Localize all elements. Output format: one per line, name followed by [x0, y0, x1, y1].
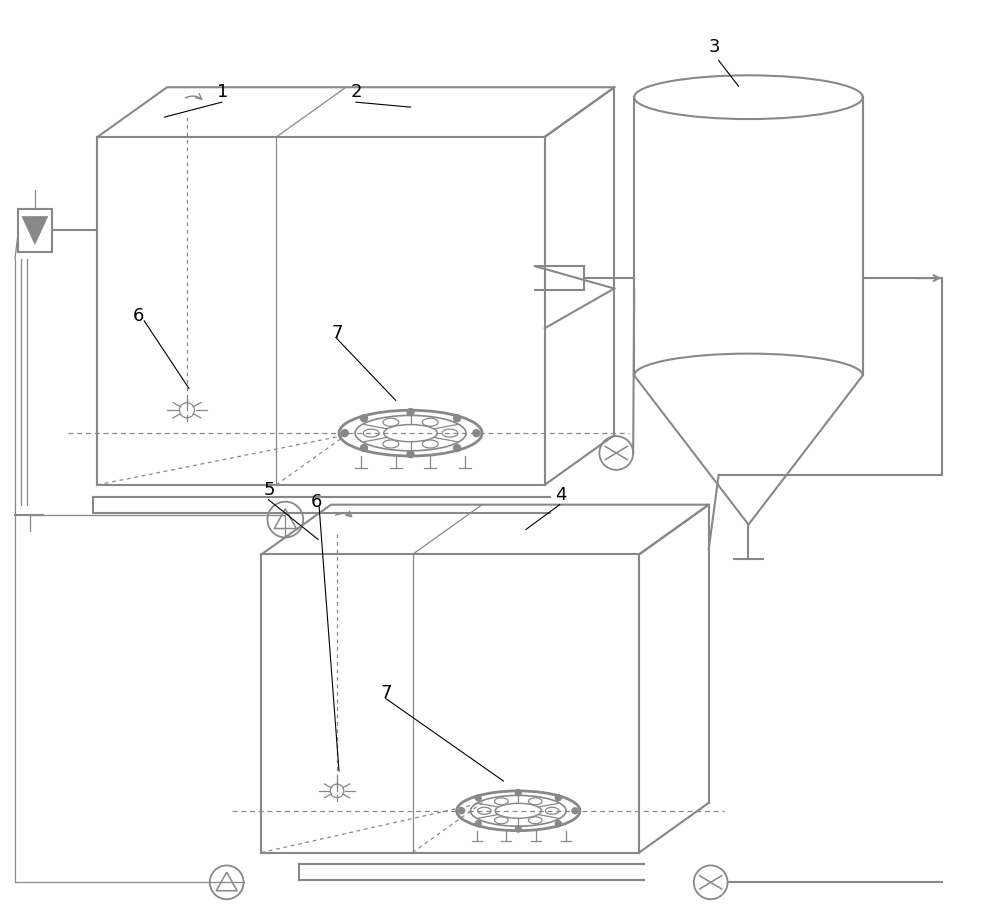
Text: 1: 1 [217, 83, 228, 101]
Text: 6: 6 [311, 492, 323, 510]
Text: 5: 5 [263, 481, 275, 499]
Circle shape [515, 789, 521, 795]
Text: 3: 3 [709, 39, 720, 56]
Text: 2: 2 [351, 83, 362, 101]
Circle shape [475, 795, 481, 801]
Circle shape [473, 430, 480, 436]
Text: 4: 4 [555, 486, 566, 504]
Text: 6: 6 [132, 307, 144, 325]
Circle shape [361, 444, 367, 452]
Circle shape [407, 409, 414, 415]
Polygon shape [22, 216, 48, 244]
Circle shape [515, 826, 521, 832]
Circle shape [361, 414, 367, 422]
Circle shape [407, 451, 414, 458]
Text: 7: 7 [381, 684, 392, 702]
Circle shape [555, 795, 561, 801]
Circle shape [572, 808, 578, 814]
Circle shape [459, 808, 465, 814]
Circle shape [454, 444, 461, 452]
Circle shape [454, 414, 461, 422]
Text: 7: 7 [331, 324, 343, 342]
Circle shape [341, 430, 348, 436]
Circle shape [475, 821, 481, 826]
Circle shape [555, 821, 561, 826]
